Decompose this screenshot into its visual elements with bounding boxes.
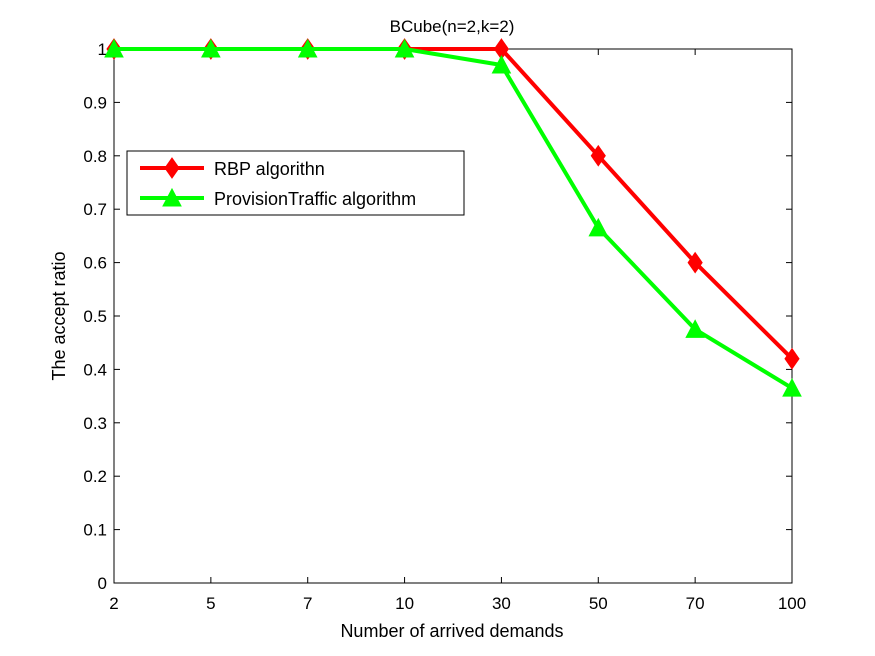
x-tick-label: 70 bbox=[686, 594, 705, 613]
legend-marker bbox=[162, 187, 182, 207]
y-tick-label: 0.9 bbox=[83, 93, 107, 112]
series-line bbox=[114, 47, 794, 390]
chart-title: BCube(n=2,k=2) bbox=[390, 17, 515, 36]
data-point-marker bbox=[687, 251, 703, 274]
data-point-marker bbox=[784, 347, 800, 370]
x-tick-label: 5 bbox=[206, 594, 215, 613]
y-tick-label: 0.5 bbox=[83, 307, 107, 326]
data-point-marker bbox=[491, 54, 512, 74]
data-point-marker bbox=[590, 144, 606, 167]
data-point-marker bbox=[201, 38, 221, 58]
x-axis-ticks: 2 5 7 10 30 50 70 100 bbox=[109, 49, 806, 613]
data-point-marker bbox=[588, 217, 609, 237]
data-point-marker bbox=[685, 319, 705, 338]
x-tick-label: 7 bbox=[303, 594, 312, 613]
legend-marker bbox=[164, 157, 180, 179]
legend-box bbox=[126, 150, 465, 216]
series-2 bbox=[104, 38, 802, 397]
y-tick-label: 0.7 bbox=[83, 200, 107, 219]
data-point-marker bbox=[297, 38, 318, 58]
y-tick-label: 0.8 bbox=[83, 147, 107, 166]
legend: RBP algorithn ProvisionTraffic algorithm bbox=[126, 150, 465, 216]
data-point-marker bbox=[394, 38, 415, 58]
y-tick-label: 0 bbox=[98, 574, 107, 593]
x-tick-label: 100 bbox=[778, 594, 806, 613]
legend-entry: RBP algorithn bbox=[140, 157, 325, 179]
plot-area bbox=[113, 48, 793, 584]
x-tick-label: 50 bbox=[589, 594, 608, 613]
legend-entry: ProvisionTraffic algorithm bbox=[140, 187, 416, 209]
y-axis-ticks: 0 0.1 0.2 0.3 0.4 0.5 0.6 0.7 0.8 0.9 1 bbox=[83, 40, 792, 593]
y-tick-label: 0.6 bbox=[83, 254, 107, 273]
series-layer bbox=[104, 38, 802, 397]
legend-label: ProvisionTraffic algorithm bbox=[214, 189, 416, 209]
y-tick-label: 0.3 bbox=[83, 414, 107, 433]
legend-label: RBP algorithn bbox=[214, 159, 325, 179]
data-point-marker bbox=[782, 378, 802, 397]
y-tick-label: 0.1 bbox=[83, 521, 107, 540]
x-tick-label: 2 bbox=[109, 594, 118, 613]
y-tick-label: 1 bbox=[98, 40, 107, 59]
x-tick-label: 30 bbox=[492, 594, 511, 613]
data-point-marker bbox=[104, 38, 124, 58]
y-tick-label: 0.4 bbox=[83, 360, 107, 379]
x-tick-label: 10 bbox=[395, 594, 414, 613]
y-axis-title: The accept ratio bbox=[49, 251, 69, 380]
x-axis-title: Number of arrived demands bbox=[340, 621, 563, 641]
y-tick-label: 0.2 bbox=[83, 467, 107, 486]
